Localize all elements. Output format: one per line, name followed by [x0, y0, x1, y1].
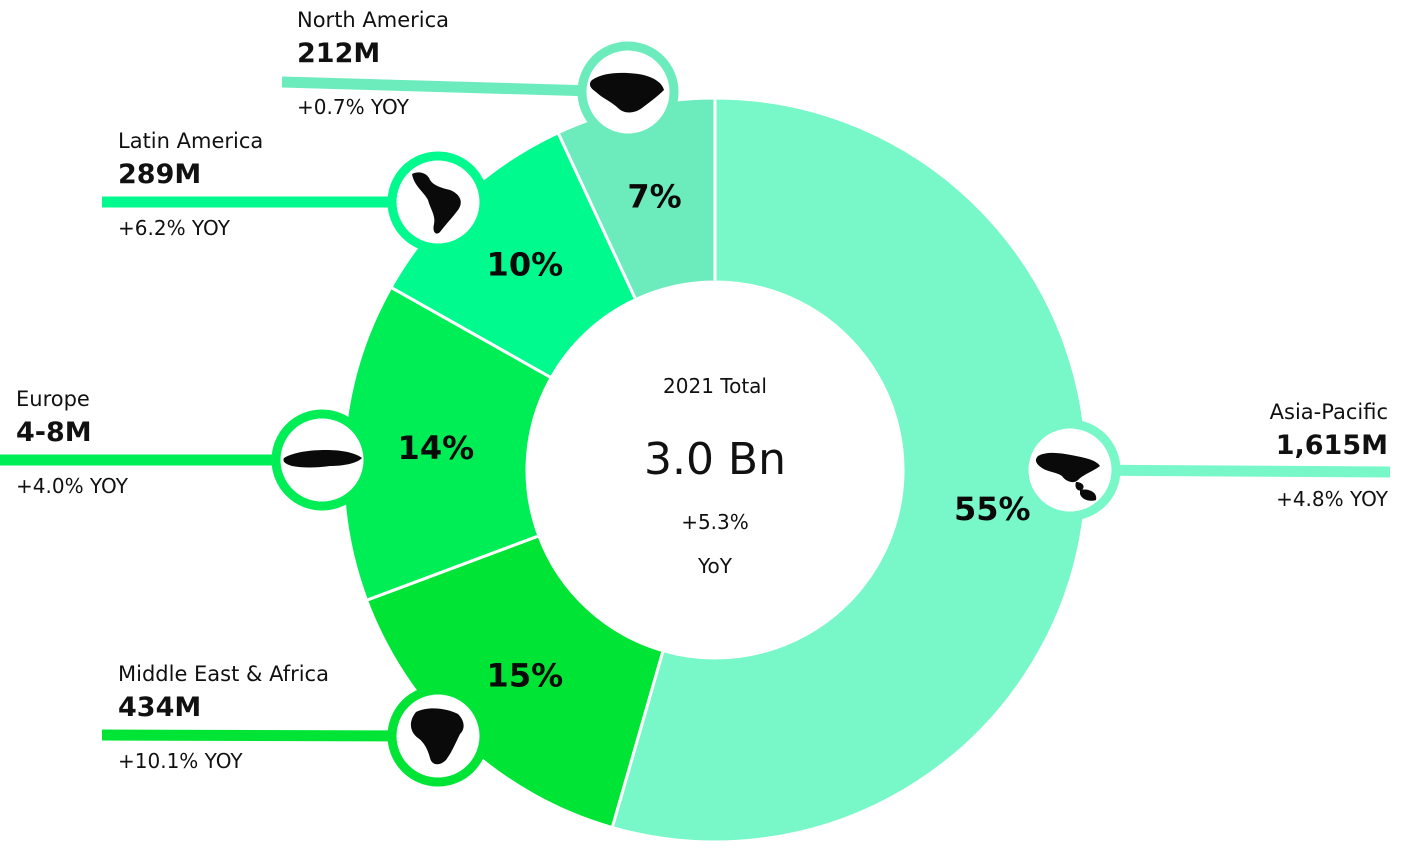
- region-yoy: +0.7% YOY: [297, 95, 410, 119]
- region-annotation-middle-east-africa: Middle East & Africa 434M +10.1% YOY: [118, 662, 329, 773]
- region-yoy: +4.0% YOY: [16, 474, 129, 498]
- region-annotation-latin-america: Latin America 289M +6.2% YOY: [118, 129, 263, 240]
- badge-asia-pacific: [1019, 419, 1121, 521]
- asia-pacific-map-icon: [1035, 452, 1100, 501]
- center-title: 2021 Total: [663, 374, 767, 398]
- region-name: Asia-Pacific: [1270, 400, 1388, 424]
- latin-america-map-icon: [412, 172, 461, 234]
- donut-slices: [341, 96, 1089, 844]
- region-value: 434M: [118, 692, 201, 723]
- center-total-value: 3.0 Bn: [644, 434, 786, 485]
- north-america-map-icon: [589, 72, 664, 113]
- slice-percent-label: 7%: [627, 178, 681, 216]
- region-value: 4-8M: [16, 417, 92, 448]
- region-yoy: +10.1% YOY: [118, 749, 243, 773]
- center-summary: 2021 Total 3.0 Bn +5.3% YoY: [644, 374, 786, 578]
- africa-map-icon: [410, 708, 464, 765]
- slice-middle-east-africa: [364, 533, 665, 830]
- center-change: +5.3%: [681, 510, 749, 534]
- region-value: 1,615M: [1276, 430, 1388, 461]
- slice-asia-pacific: [610, 96, 1089, 844]
- leader-line-asia-pacific: [1069, 464, 1391, 478]
- europe-map-icon: [283, 450, 362, 468]
- badge-middle-east-africa: [387, 685, 489, 787]
- region-value: 289M: [118, 159, 201, 190]
- region-yoy: +6.2% YOY: [118, 216, 231, 240]
- region-yoy: +4.8% YOY: [1276, 487, 1389, 511]
- slice-percent-label: 55%: [954, 490, 1031, 528]
- slice-percent-label: 15%: [487, 657, 564, 695]
- percent-labels: 55% 15% 14% 10% 7%: [398, 178, 1031, 695]
- region-name: Latin America: [118, 129, 263, 153]
- center-change-unit: YoY: [697, 554, 733, 578]
- leader-line-north-america: [281, 76, 629, 98]
- region-annotations: Asia-Pacific 1,615M +4.8% YOY Middle East &…: [16, 8, 1389, 773]
- badge-europe: [271, 409, 373, 511]
- slice-europe: [341, 285, 554, 603]
- region-value: 212M: [297, 38, 380, 69]
- leader-line-middle-east-africa: [101, 729, 439, 742]
- region-name: Middle East & Africa: [118, 662, 329, 686]
- leader-lines: [0, 76, 1391, 742]
- region-annotation-asia-pacific: Asia-Pacific 1,615M +4.8% YOY: [1270, 400, 1389, 511]
- region-badges: [271, 41, 1121, 787]
- region-annotation-north-america: North America 212M +0.7% YOY: [297, 8, 449, 119]
- region-name: North America: [297, 8, 449, 32]
- badge-north-america: [577, 41, 679, 143]
- region-name: Europe: [16, 387, 90, 411]
- badge-latin-america: [387, 151, 489, 253]
- region-annotation-europe: Europe 4-8M +4.0% YOY: [16, 387, 129, 498]
- slice-percent-label: 14%: [398, 429, 475, 467]
- slice-percent-label: 10%: [487, 245, 564, 283]
